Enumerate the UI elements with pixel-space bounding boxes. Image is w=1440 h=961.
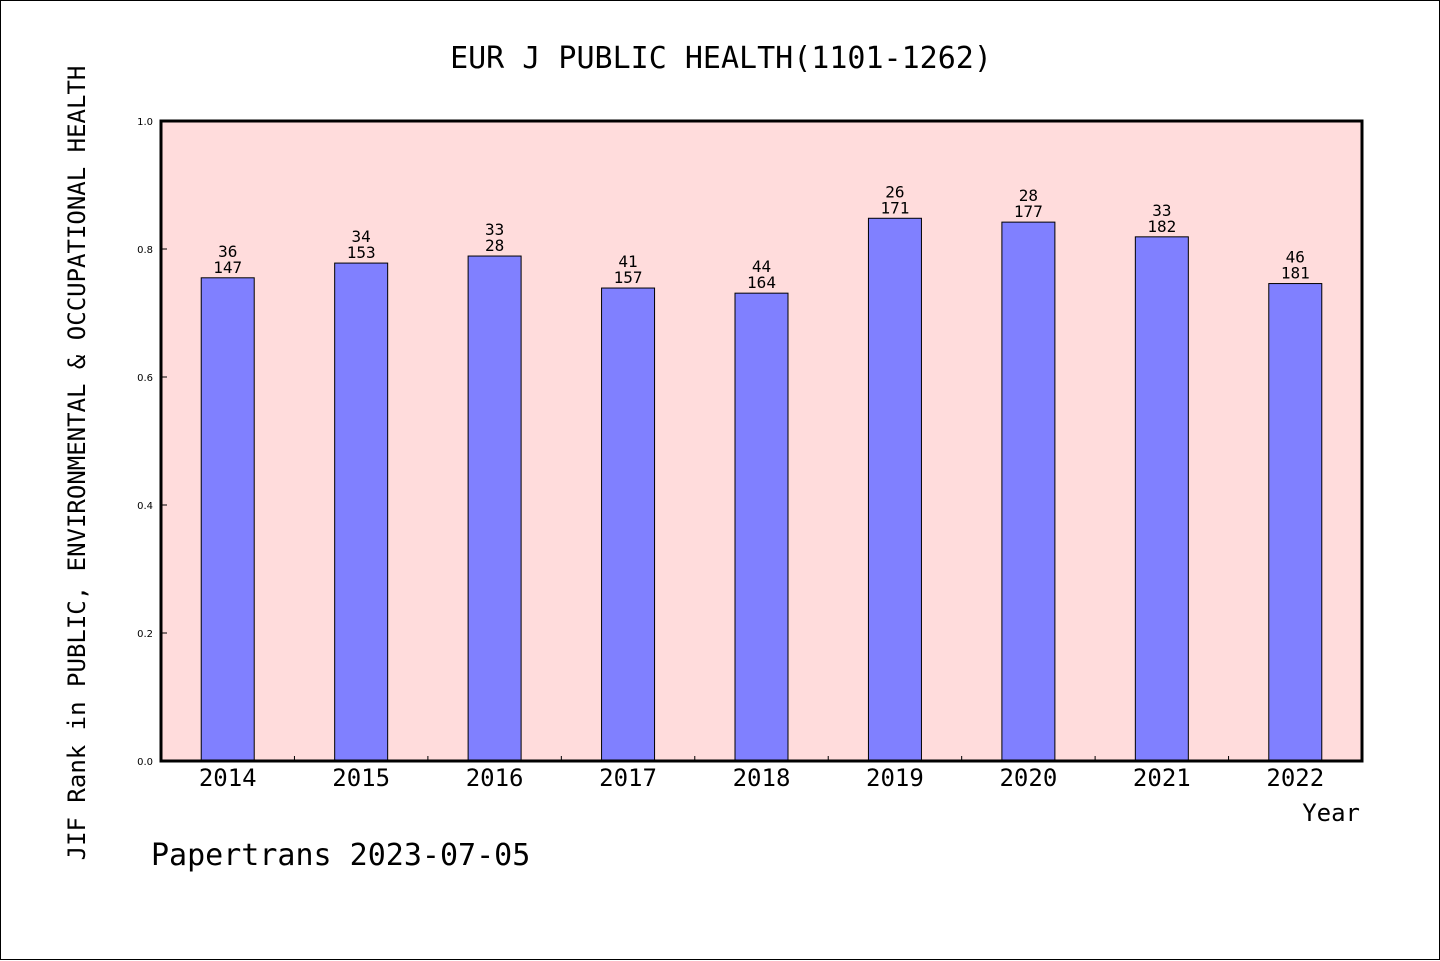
y-axis-label: JIF Rank in PUBLIC, ENVIRONMENTAL & OCCU…	[63, 66, 91, 861]
chart-title: EUR J PUBLIC HEALTH(1101-1262)	[450, 41, 992, 76]
bar-total-label: 147	[213, 258, 242, 277]
x-tick-label: 2017	[599, 764, 657, 792]
x-tick-label: 2021	[1133, 764, 1191, 792]
bar-total-label: 171	[880, 198, 909, 217]
x-axis-label: Year	[1302, 799, 1360, 827]
bar-2018	[734, 292, 789, 762]
bar-total-label: 157	[614, 268, 643, 287]
bar-total-label: 28	[485, 236, 504, 255]
bar-2021	[1134, 236, 1189, 762]
bar-total-label: 182	[1147, 217, 1176, 236]
bar-rank-label: 41	[618, 252, 637, 271]
bar-2017	[601, 287, 656, 762]
bar-rank-label: 34	[352, 227, 371, 246]
bar-rank-label: 28	[1019, 186, 1038, 205]
plot-border	[159, 119, 1364, 763]
bar-2014	[200, 277, 255, 762]
footer-note: Papertrans 2023-07-05	[151, 838, 530, 873]
x-ticks-group: 2014 2015 2016 2017 2018 2019 2020 2021 2022	[199, 756, 1324, 792]
y-tick-label: 0.4	[137, 501, 153, 512]
y-tick-label: 0.2	[137, 629, 153, 640]
bar-rank-label: 46	[1286, 248, 1305, 267]
x-tick-label: 2016	[466, 764, 524, 792]
bar-total-label: 181	[1281, 264, 1310, 283]
bar-2020	[1001, 221, 1056, 762]
bar-2022	[1268, 283, 1323, 762]
y-tick-label: 0.6	[137, 373, 153, 384]
y-tick-label: 0.8	[137, 245, 153, 256]
bar-rank-label: 26	[885, 182, 904, 201]
x-tick-label: 2019	[866, 764, 924, 792]
bar-2015	[334, 262, 389, 762]
x-tick-label: 2015	[332, 764, 390, 792]
x-tick-label: 2020	[999, 764, 1057, 792]
bar-rank-label: 33	[485, 220, 504, 239]
x-tick-label: 2018	[733, 764, 791, 792]
bar-rank-label: 44	[752, 257, 771, 276]
bar-total-label: 164	[747, 273, 776, 292]
bar-rank-label: 33	[1152, 201, 1171, 220]
bar-rank-label: 36	[218, 242, 237, 261]
bar-total-label: 153	[347, 243, 376, 262]
y-tick-label: 0.0	[137, 757, 153, 768]
bar-2019	[867, 217, 922, 762]
y-tick-label: 1.0	[137, 117, 153, 128]
bar-2016	[467, 255, 522, 762]
bar-total-label: 177	[1014, 202, 1043, 221]
x-tick-label: 2022	[1266, 764, 1324, 792]
x-tick-label: 2014	[199, 764, 257, 792]
